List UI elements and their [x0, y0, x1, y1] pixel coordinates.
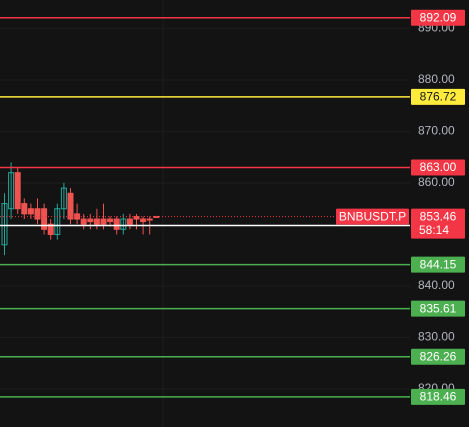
candle-body — [120, 218, 127, 230]
symbol-label: BNBUSDT.P — [339, 209, 406, 223]
candle-body — [67, 192, 74, 220]
candle-body — [140, 218, 147, 223]
candle-body — [34, 208, 41, 220]
candle-body — [146, 218, 153, 221]
last-price-box — [411, 208, 465, 239]
candle-body — [100, 218, 107, 225]
y-tick-label: 860.00 — [418, 175, 455, 189]
candle-body — [47, 223, 54, 235]
candle-body — [1, 203, 8, 246]
price-label-box — [411, 300, 465, 317]
price-label-box — [411, 159, 465, 176]
price-label: 826.26 — [420, 349, 457, 363]
candle-body — [74, 213, 81, 220]
y-tick-label: 830.00 — [418, 330, 455, 344]
price-label: 835.61 — [420, 301, 457, 315]
symbol-box — [336, 208, 409, 225]
last-price-label: 853.46 — [420, 209, 457, 223]
candle-body — [80, 218, 87, 225]
y-tick-label: 880.00 — [418, 72, 455, 86]
candle-body — [14, 172, 21, 210]
candle-body — [41, 208, 48, 230]
candle-body — [87, 218, 94, 223]
candle-body — [8, 172, 15, 210]
price-label-box — [411, 88, 465, 105]
candle-body — [54, 208, 61, 235]
price-label-box — [411, 256, 465, 273]
candle-body — [60, 187, 67, 210]
price-label: 876.72 — [420, 90, 457, 104]
price-label-box — [411, 388, 465, 405]
candle-body — [107, 218, 114, 223]
candle-body — [133, 215, 140, 220]
countdown-label: 58:14 — [419, 223, 449, 237]
price-label: 844.15 — [420, 257, 457, 271]
price-label-box — [411, 9, 465, 26]
candle-body — [21, 203, 28, 215]
price-label: 863.00 — [420, 160, 457, 174]
candle-body — [126, 218, 133, 225]
candle-body — [93, 218, 100, 225]
price-label: 818.46 — [420, 390, 457, 404]
price-label-box — [411, 348, 465, 365]
y-tick-label: 840.00 — [418, 278, 455, 292]
candle-body — [27, 208, 34, 215]
candle-body — [113, 218, 120, 230]
y-tick-label: 870.00 — [418, 124, 455, 138]
price-label: 892.09 — [420, 10, 457, 24]
